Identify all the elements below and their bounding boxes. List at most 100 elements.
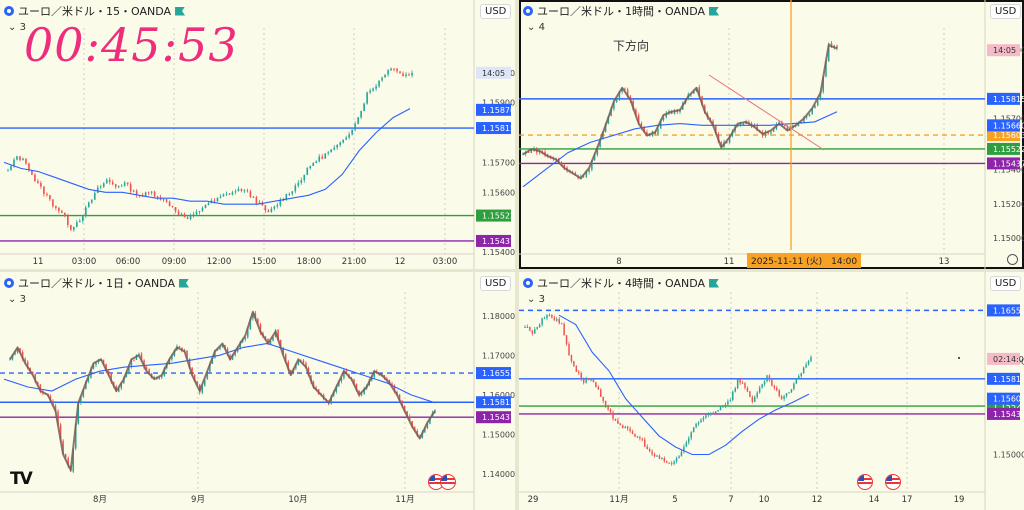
symbol-icon bbox=[523, 278, 533, 288]
settings-icon[interactable] bbox=[1007, 254, 1018, 265]
currency-button[interactable]: USD bbox=[480, 4, 512, 19]
price-tag-label: 14:05 bbox=[482, 69, 505, 78]
panel-divider-vertical[interactable] bbox=[515, 0, 519, 510]
chart-canvas-1d[interactable]: 8月 9月 10月 11月 1.18000 1.17000 1.16000 1.15000 1.… bbox=[0, 272, 515, 510]
currency-button[interactable]: USD bbox=[990, 4, 1022, 19]
candle-body bbox=[732, 391, 734, 401]
tradingview-logo-icon[interactable]: TV bbox=[10, 469, 33, 489]
candle-body bbox=[722, 406, 724, 408]
candle-body bbox=[342, 139, 344, 143]
price-label-box bbox=[476, 411, 511, 424]
y-tick-label: 1.15000 bbox=[482, 431, 515, 440]
candle-body bbox=[196, 381, 198, 385]
candle-body bbox=[249, 318, 252, 330]
x-tick-label: 18:00 bbox=[297, 257, 322, 267]
candle-body bbox=[73, 226, 75, 230]
us-flag-event-icon[interactable] bbox=[857, 474, 873, 490]
candle-body bbox=[613, 102, 615, 109]
candle-body bbox=[345, 370, 348, 375]
candle-body bbox=[55, 206, 57, 208]
candle-body bbox=[534, 329, 536, 334]
indicator-collapse[interactable]: ⌄ 3 bbox=[8, 294, 26, 305]
price-label-box bbox=[987, 407, 1020, 420]
chart-title: ユーロ／米ドル・4時間・OANDA bbox=[537, 277, 706, 290]
flag-icon[interactable] bbox=[709, 278, 720, 288]
candle-body bbox=[16, 348, 19, 353]
candle-body bbox=[270, 208, 273, 212]
y-tick-label: 1.15900 bbox=[482, 99, 515, 108]
symbol-header[interactable]: ユーロ／米ドル・1日・OANDA bbox=[4, 275, 190, 291]
candle-body bbox=[90, 199, 93, 203]
flag-icon[interactable] bbox=[179, 278, 190, 288]
candle-body bbox=[803, 117, 805, 123]
chart-panel-1d[interactable]: ユーロ／米ドル・1日・OANDA ⌄ 3 USD 8月 9月 10月 11月 1.180… bbox=[0, 272, 515, 510]
candle-body bbox=[330, 149, 333, 153]
symbol-header[interactable]: ユーロ／米ドル・1時間・OANDA bbox=[523, 3, 720, 19]
chart-canvas-1h[interactable]: 8112131.161001.157001.154001.152001.1500… bbox=[519, 0, 1024, 269]
candle-body bbox=[303, 174, 306, 181]
candle-body bbox=[622, 425, 624, 429]
candle-body bbox=[114, 184, 117, 187]
candle-body bbox=[321, 156, 324, 159]
candle-body bbox=[719, 406, 722, 411]
candle-body bbox=[683, 446, 685, 452]
currency-button[interactable]: USD bbox=[480, 276, 512, 291]
us-flag-event-icon[interactable] bbox=[885, 474, 901, 490]
chart-canvas-4h[interactable]: 2911月5710121417191.160001.150001.165521.… bbox=[519, 272, 1024, 510]
candle-body bbox=[570, 355, 573, 362]
candle-body bbox=[290, 369, 292, 374]
candle-body bbox=[249, 191, 252, 197]
candle-body bbox=[102, 360, 105, 364]
candle-body bbox=[560, 162, 563, 165]
y-tick-label: 1.15000 bbox=[993, 234, 1024, 243]
candle-body bbox=[736, 379, 739, 389]
chart-canvas-15m[interactable]: 11 03:00 06:00 09:00 12:00 15:00 18:00 21:00 12 0… bbox=[0, 0, 515, 269]
candle-body bbox=[108, 179, 111, 182]
flag-icon[interactable] bbox=[709, 6, 720, 16]
candle-body bbox=[670, 463, 673, 465]
chart-panel-1h[interactable]: ユーロ／米ドル・1時間・OANDA ⌄ 4 USD 下方向 8112131.16… bbox=[519, 0, 1024, 269]
symbol-header[interactable]: ユーロ／米ドル・15・OANDA bbox=[4, 3, 186, 19]
candle-body bbox=[180, 213, 183, 215]
candle-body bbox=[411, 72, 413, 76]
symbol-header[interactable]: ユーロ／米ドル・4時間・OANDA bbox=[523, 275, 720, 291]
flag-icon[interactable] bbox=[175, 6, 186, 16]
candle-body bbox=[766, 375, 768, 382]
indicator-collapse[interactable]: ⌄ 4 bbox=[527, 22, 545, 33]
candle-body bbox=[646, 132, 648, 135]
chart-panel-15m[interactable]: ユーロ／米ドル・15・OANDA ⌄ 3 00:45:53 USD 11 03:0… bbox=[0, 0, 515, 269]
candle-body bbox=[749, 391, 751, 398]
candle-body bbox=[219, 346, 221, 350]
candle-body bbox=[126, 182, 129, 185]
candle-body bbox=[728, 136, 731, 143]
candle-body bbox=[778, 390, 780, 397]
x-tick-label: 21:00 bbox=[342, 257, 367, 267]
candle-body bbox=[830, 43, 833, 48]
candle-body bbox=[822, 76, 824, 92]
us-flag-event-icon[interactable] bbox=[440, 474, 456, 490]
indicator-count: 4 bbox=[538, 22, 545, 33]
chart-title: ユーロ／米ドル・1時間・OANDA bbox=[537, 5, 706, 18]
candle-body bbox=[284, 354, 287, 362]
candle-body bbox=[43, 186, 45, 195]
candle-body bbox=[402, 73, 404, 77]
candle-body bbox=[808, 113, 811, 117]
candle-body bbox=[543, 318, 546, 320]
candle-body bbox=[714, 411, 717, 414]
currency-button[interactable]: USD bbox=[990, 276, 1022, 291]
candle-body bbox=[624, 426, 626, 429]
candle-body bbox=[16, 156, 18, 160]
candle-body bbox=[93, 192, 96, 200]
chart-panel-4h[interactable]: ユーロ／米ドル・4時間・OANDA ⌄ 3 USD 29 11月 5 7 10 12 14 1… bbox=[519, 272, 1024, 510]
indicator-collapse[interactable]: ⌄ 3 bbox=[8, 22, 26, 33]
candle-body bbox=[585, 172, 588, 178]
candle-body bbox=[340, 378, 343, 382]
panel-divider-horizontal[interactable] bbox=[0, 269, 1024, 272]
candle-body bbox=[78, 220, 81, 223]
candle-body bbox=[228, 193, 231, 195]
candle-body bbox=[637, 115, 640, 124]
candle-body bbox=[58, 207, 60, 212]
candle-body bbox=[614, 418, 617, 421]
indicator-collapse[interactable]: ⌄ 3 bbox=[527, 294, 545, 305]
candle-body bbox=[159, 197, 162, 201]
